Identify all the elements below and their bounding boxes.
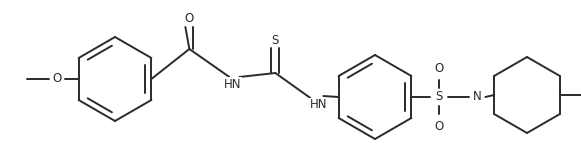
Text: O: O	[435, 62, 444, 75]
Text: O: O	[52, 73, 61, 86]
Text: N: N	[473, 90, 482, 104]
Text: O: O	[435, 120, 444, 132]
Text: O: O	[185, 13, 194, 25]
Text: HN: HN	[310, 98, 327, 111]
Text: HN: HN	[224, 77, 241, 90]
Text: S: S	[436, 90, 443, 104]
Text: S: S	[272, 34, 279, 46]
